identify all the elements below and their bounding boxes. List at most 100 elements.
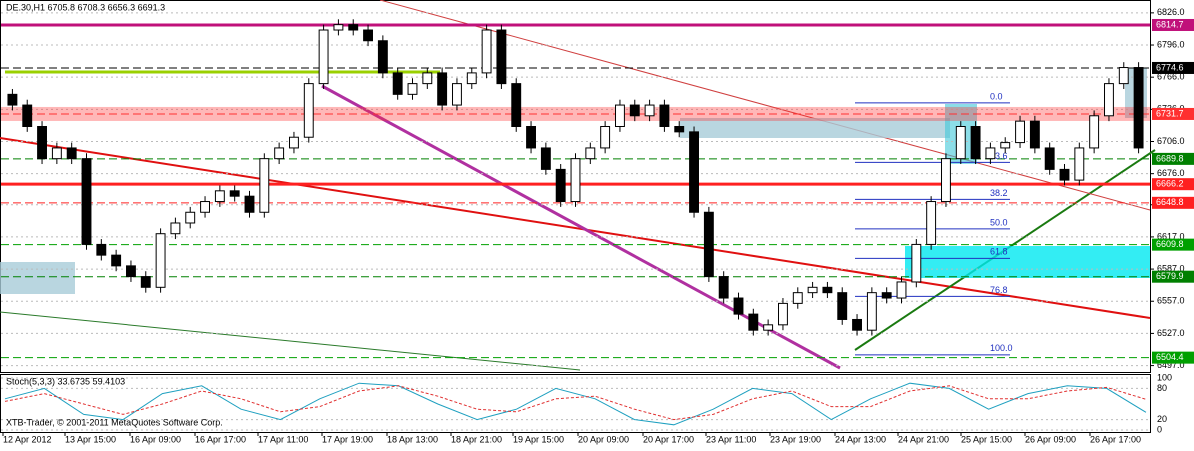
- candle-body: [214, 190, 225, 203]
- candle-body: [644, 104, 655, 117]
- y-tick-label: 6617.0: [1157, 231, 1185, 241]
- level-label-bg: [1152, 178, 1194, 191]
- level-label-bg: [1152, 238, 1194, 251]
- main-panel: [0, 0, 1151, 373]
- candle-body: [437, 72, 448, 106]
- candle-body: [259, 158, 270, 213]
- trendline: [0, 137, 1151, 319]
- candle-body: [155, 233, 166, 288]
- candle-body: [718, 276, 729, 299]
- candle-body: [1015, 120, 1025, 144]
- trendline: [0, 311, 581, 371]
- x-tick-label: 18 Apr 13:00: [387, 434, 438, 444]
- candle-body: [126, 265, 136, 278]
- candle-body: [570, 158, 581, 203]
- x-tick-label: 17 Apr 11:00: [258, 434, 308, 444]
- y-tick-label: 6557.0: [1157, 296, 1185, 306]
- candle-body: [733, 297, 744, 315]
- fib-label: 61.8: [990, 247, 1008, 257]
- x-tick-label: 26 Apr 09:00: [1025, 434, 1076, 444]
- candle-body: [1074, 147, 1085, 181]
- level-band: [1, 106, 1150, 121]
- candle-body: [926, 201, 937, 245]
- x-tick-label: 23 Apr 19:00: [770, 434, 821, 444]
- y-tick-label: 6587.0: [1157, 263, 1185, 273]
- level-label: 6648.8: [1156, 197, 1184, 207]
- candle-body: [1059, 168, 1070, 181]
- candle-body: [792, 292, 803, 304]
- candle-body: [274, 147, 285, 160]
- zone: [0, 262, 75, 294]
- x-tick-label: 13 Apr 15:00: [65, 434, 116, 444]
- candle-body: [970, 126, 981, 160]
- candle-body: [452, 83, 462, 106]
- candle-body: [466, 72, 477, 85]
- candle-body: [1104, 83, 1114, 117]
- candle-body: [615, 104, 625, 128]
- y-tick-label: 6497.0: [1157, 360, 1185, 370]
- candle-body: [407, 83, 418, 95]
- x-tick-label: 17 Apr 19:00: [322, 434, 373, 444]
- candle-body: [81, 158, 92, 245]
- candle-body: [363, 29, 373, 42]
- level-label: 6814.7: [1156, 19, 1184, 29]
- x-tick-label: 24 Apr 13:00: [835, 434, 886, 444]
- candle-body: [392, 72, 403, 95]
- candle-body: [66, 147, 77, 160]
- candle-body: [1044, 147, 1055, 170]
- zone: [905, 246, 1150, 278]
- candle-body: [170, 222, 181, 235]
- x-tick-label: 25 Apr 15:00: [961, 434, 1012, 444]
- zone: [680, 118, 950, 138]
- level-label: 6609.8: [1156, 239, 1184, 249]
- x-tick-label: 24 Apr 21:00: [898, 434, 949, 444]
- stoch-title: Stoch(5,3,3) 33.6735 59.4103: [6, 376, 125, 386]
- candle-body: [540, 147, 551, 170]
- fib-label: 50.0: [990, 217, 1008, 227]
- candle-body: [689, 131, 699, 213]
- fib-label: 38.2: [990, 188, 1008, 198]
- candle-body: [985, 147, 996, 160]
- candle-body: [955, 126, 966, 160]
- x-tick-label: 16 Apr 09:00: [130, 434, 181, 444]
- candle-body: [303, 83, 314, 138]
- candle-body: [496, 29, 507, 85]
- stoch-tick-label: 20: [1157, 414, 1167, 424]
- stoch-panel: [0, 374, 1151, 433]
- x-tick-label: 23 Apr 11:00: [706, 434, 756, 444]
- candle-body: [1000, 142, 1011, 149]
- candle-body: [348, 24, 359, 31]
- fib-label: 100.0: [990, 343, 1013, 353]
- stoch-tick-label: 80: [1157, 383, 1167, 393]
- candle-body: [526, 126, 536, 149]
- candle-body: [96, 243, 107, 256]
- fib-label: 23.6: [990, 151, 1008, 161]
- candle-body: [763, 324, 774, 331]
- stoch-line: [4, 382, 1147, 426]
- main-layer: 6826.06796.06766.06736.06706.06676.06647…: [1, 7, 1194, 444]
- candle-body: [185, 211, 196, 224]
- level-label-bg: [1152, 196, 1194, 209]
- candle-body: [629, 104, 640, 117]
- candle-body: [866, 292, 877, 331]
- candle-body: [674, 126, 685, 133]
- candle-body: [1118, 67, 1129, 85]
- candle-body: [318, 29, 329, 85]
- level-label-bg: [1152, 152, 1194, 165]
- level-label: 6689.8: [1156, 153, 1184, 163]
- stoch-tick-label: 100: [1157, 372, 1172, 382]
- level-label-bg: [1152, 351, 1194, 364]
- stoch-line: [4, 385, 1147, 421]
- candle-body: [852, 318, 862, 331]
- level-label: 6666.2: [1156, 179, 1184, 189]
- x-tick-label: 18 Apr 21:00: [451, 434, 502, 444]
- candle-body: [600, 126, 611, 149]
- candle-body: [229, 190, 240, 197]
- candle-body: [1089, 115, 1100, 149]
- candle-body: [881, 292, 892, 299]
- y-tick-label: 6676.0: [1157, 168, 1185, 178]
- level-label: 6774.6: [1156, 62, 1184, 72]
- candle-body: [22, 104, 33, 128]
